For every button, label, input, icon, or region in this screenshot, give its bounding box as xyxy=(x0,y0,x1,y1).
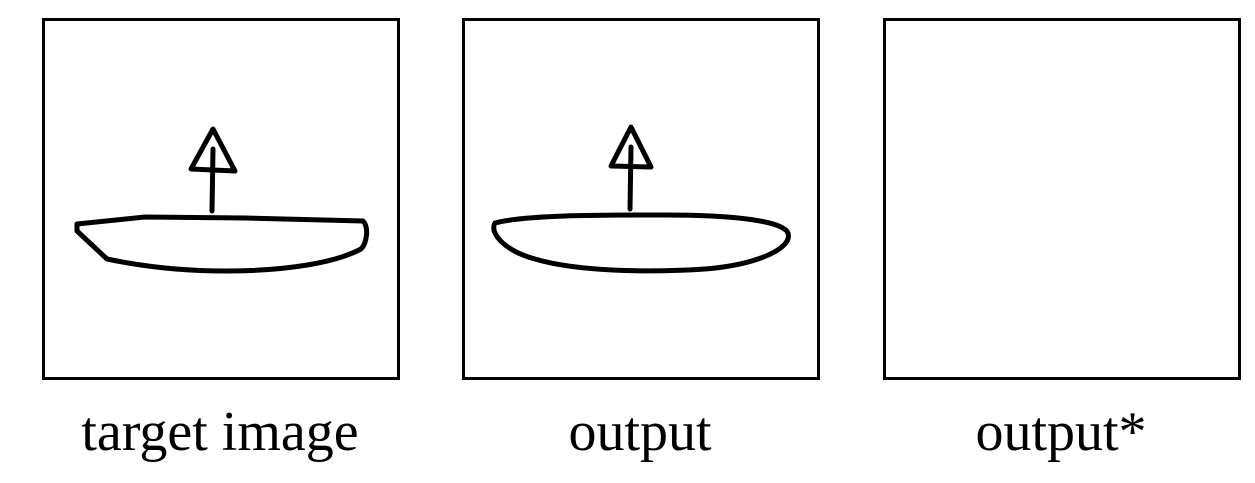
caption-output: output xyxy=(568,401,712,463)
caption-target-image: target image xyxy=(81,401,359,463)
target-image-panel xyxy=(42,18,400,380)
caption-output-star: output* xyxy=(975,401,1147,463)
output-panel xyxy=(462,18,820,380)
output-mast xyxy=(627,144,634,212)
target-mast xyxy=(209,146,216,214)
output-star-panel xyxy=(883,18,1241,380)
target-hull xyxy=(74,214,370,274)
output-boat-sketch xyxy=(491,124,791,274)
target-boat-sketch xyxy=(74,126,370,274)
output-hull xyxy=(491,212,791,274)
